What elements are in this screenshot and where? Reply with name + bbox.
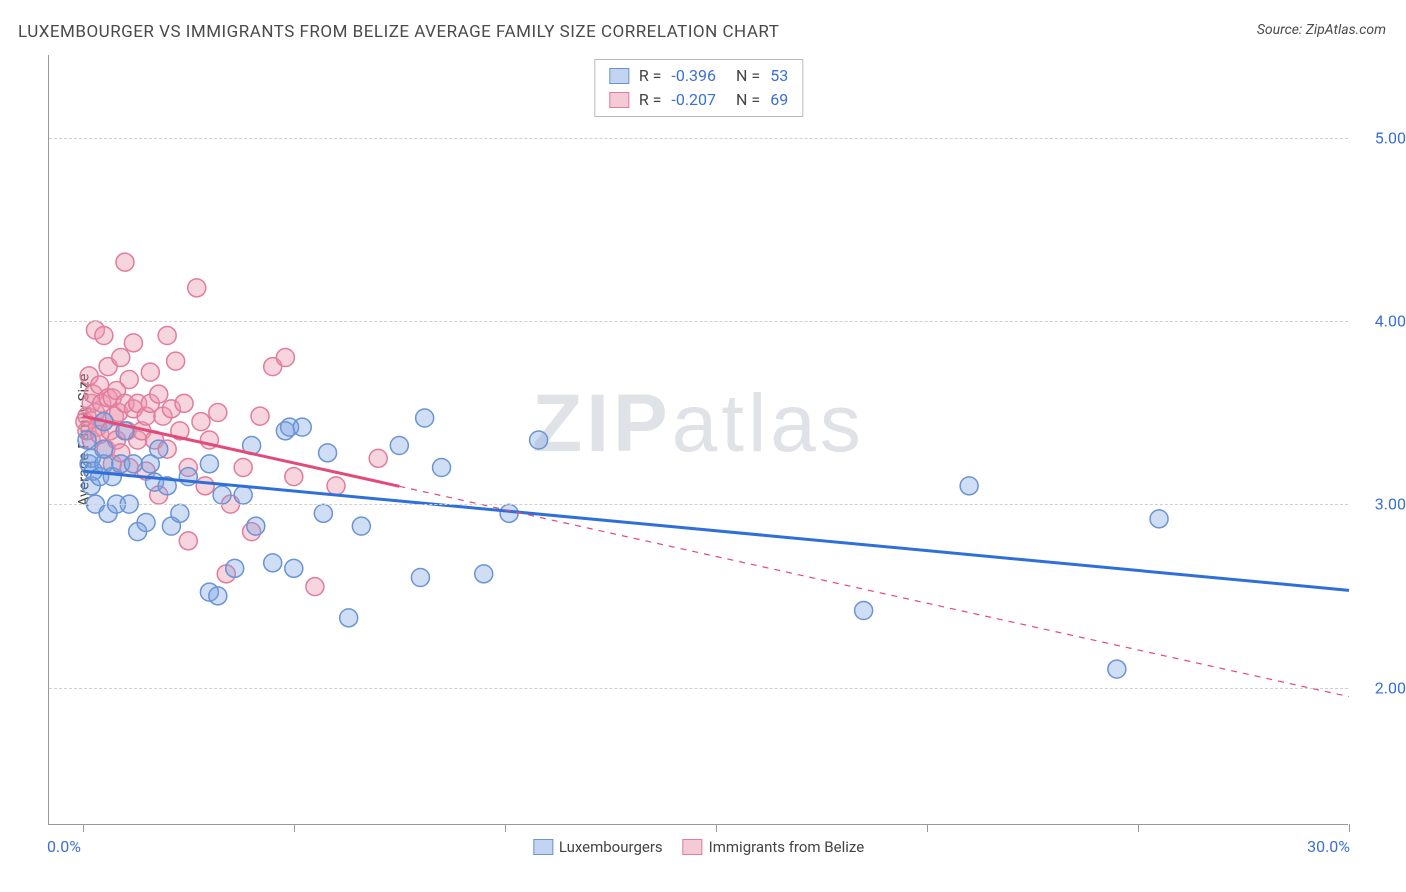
scatter-point: [251, 407, 269, 425]
scatter-point: [234, 486, 252, 504]
r-value-2: -0.207: [671, 88, 716, 112]
x-tick: [83, 824, 84, 832]
x-tick: [1349, 824, 1350, 832]
legend-swatch-pink: [609, 92, 629, 108]
r-value-1: -0.396: [671, 64, 716, 88]
scatter-point: [1108, 660, 1126, 678]
scatter-point: [141, 363, 159, 381]
scatter-point: [137, 514, 155, 532]
n-value-2: 69: [770, 88, 788, 112]
y-tick-label: 4.00: [1356, 311, 1406, 330]
scatter-point: [226, 559, 244, 577]
scatter-point: [314, 504, 332, 522]
scatter-point: [200, 455, 218, 473]
gridline: [49, 504, 1348, 505]
scatter-point: [112, 349, 130, 367]
scatter-point: [179, 532, 197, 550]
scatter-point: [855, 602, 873, 620]
scatter-point: [433, 459, 451, 477]
scatter-point: [960, 477, 978, 495]
x-tick: [1138, 824, 1139, 832]
legend-stats-row-2: R = -0.207 N = 69: [609, 88, 788, 112]
scatter-point: [167, 352, 185, 370]
scatter-point: [150, 440, 168, 458]
legend-item-luxembourgers: Luxembourgers: [533, 838, 663, 856]
scatter-point: [209, 404, 227, 422]
y-tick-label: 2.00: [1356, 678, 1406, 697]
gridline: [49, 688, 1348, 689]
scatter-point: [475, 565, 493, 583]
scatter-point: [276, 349, 294, 367]
chart-title: LUXEMBOURGER VS IMMIGRANTS FROM BELIZE A…: [18, 22, 779, 42]
scatter-point: [327, 477, 345, 495]
scatter-point: [247, 517, 265, 535]
source-attribution: Source: ZipAtlas.com: [1257, 22, 1386, 38]
scatter-point: [293, 418, 311, 436]
scatter-point: [78, 431, 96, 449]
scatter-point: [1150, 510, 1168, 528]
scatter-point: [171, 504, 189, 522]
legend-swatch-blue: [609, 68, 629, 84]
scatter-point: [264, 554, 282, 572]
legend-stats-row-1: R = -0.396 N = 53: [609, 64, 788, 88]
gridline: [49, 321, 1348, 322]
legend-label-2: Immigrants from Belize: [709, 838, 865, 856]
x-tick: [716, 824, 717, 832]
scatter-point: [306, 578, 324, 596]
scatter-point: [234, 459, 252, 477]
legend-swatch-belize: [683, 839, 703, 855]
scatter-point: [95, 327, 113, 345]
scatter-point: [340, 609, 358, 627]
legend-label-1: Luxembourgers: [559, 838, 663, 856]
scatter-point: [369, 449, 387, 467]
scatter-point: [175, 394, 193, 412]
y-tick-label: 5.00: [1356, 128, 1406, 147]
scatter-point: [124, 455, 142, 473]
gridline: [49, 138, 1348, 139]
scatter-point: [95, 440, 113, 458]
scatter-point: [416, 409, 434, 427]
scatter-point: [285, 468, 303, 486]
chart-svg: [49, 55, 1349, 825]
scatter-point: [213, 486, 231, 504]
scatter-point: [150, 385, 168, 403]
scatter-point: [390, 437, 408, 455]
x-tick: [505, 824, 506, 832]
scatter-point: [285, 559, 303, 577]
x-tick: [927, 824, 928, 832]
scatter-point: [530, 431, 548, 449]
scatter-point: [116, 253, 134, 271]
scatter-point: [192, 413, 210, 431]
scatter-point: [158, 327, 176, 345]
x-axis-label-max: 30.0%: [1307, 837, 1350, 856]
scatter-point: [352, 517, 370, 535]
scatter-point: [188, 279, 206, 297]
scatter-point: [120, 371, 138, 389]
chart-plot-area: Average Family Size ZIPatlas R = -0.396 …: [48, 55, 1348, 825]
scatter-point: [196, 477, 214, 495]
legend-bottom: Luxembourgers Immigrants from Belize: [533, 838, 864, 856]
y-tick-label: 3.00: [1356, 495, 1406, 514]
scatter-point: [411, 569, 429, 587]
scatter-point: [209, 587, 227, 605]
legend-stats: R = -0.396 N = 53 R = -0.207 N = 69: [594, 59, 803, 117]
scatter-point: [319, 444, 337, 462]
trend-line-extrapolated: [399, 486, 1349, 696]
x-axis-label-min: 0.0%: [47, 837, 81, 856]
x-tick: [294, 824, 295, 832]
legend-item-belize: Immigrants from Belize: [683, 838, 865, 856]
n-value-1: 53: [770, 64, 788, 88]
scatter-point: [124, 334, 142, 352]
legend-swatch-luxembourgers: [533, 839, 553, 855]
